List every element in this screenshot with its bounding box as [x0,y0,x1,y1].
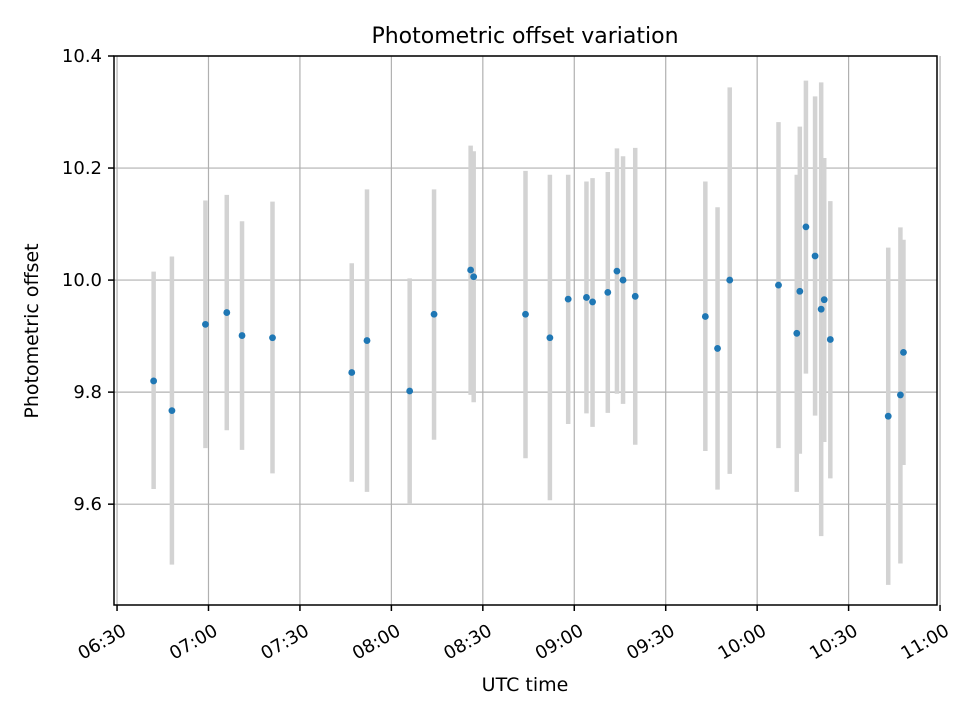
data-point [406,387,414,395]
y-tick-label: 10.2 [62,158,102,179]
y-axis-ticks: 9.6 9.8 10.0 10.2 10.4 [62,46,114,515]
data-point [583,294,590,301]
y-tick-label: 9.6 [73,494,102,515]
data-point [238,332,246,339]
data-point [522,310,529,318]
data-point [202,320,209,328]
data-point [546,334,554,342]
data-point [269,334,276,342]
x-tick-label: 07:00 [166,620,221,664]
plot-frame [113,55,938,606]
data-point [796,287,804,295]
data-point [223,309,231,316]
x-axis-label: UTC time [482,674,569,696]
x-tick-label: 11:00 [898,620,953,664]
data-point [701,313,709,320]
x-tick-label: 10:00 [715,620,770,664]
y-tick-label: 10.0 [62,270,102,291]
data-point [363,337,371,344]
data-point [604,289,612,296]
data-point [168,407,176,415]
chart-title: Photometric offset variation [371,24,678,49]
x-tick-label: 10:30 [806,620,861,664]
data-point [820,296,828,304]
data-point [726,276,734,284]
x-tick-label: 09:30 [623,620,678,664]
x-tick-label: 08:30 [440,620,495,664]
data-point [811,252,819,260]
x-tick-label: 07:30 [257,620,312,664]
data-point [150,377,158,385]
data-point [430,310,438,318]
x-axis-ticks: 06:30 07:00 07:30 08:00 08:30 09:00 09:30 10:00… [75,605,953,664]
data-point [631,292,639,300]
data-point [897,391,904,399]
data-point [900,348,907,356]
data-points [150,223,907,420]
data-point [470,273,478,281]
y-axis-label: Photometric offset [21,243,43,418]
y-tick-label: 9.8 [73,382,102,403]
data-point [619,276,627,284]
data-point [793,329,801,337]
data-point [826,336,834,343]
data-point [589,298,596,306]
error-bars [151,80,906,585]
x-tick-label: 08:00 [349,620,404,664]
data-point [348,369,356,376]
x-tick-label: 06:30 [75,620,130,664]
data-point [564,295,572,303]
data-point [817,305,825,313]
x-tick-label: 09:00 [532,620,587,664]
data-point [714,345,721,352]
data-point [467,266,475,274]
data-point [802,223,810,231]
data-point [613,267,621,275]
y-tick-label: 10.4 [62,46,102,67]
data-point [775,281,782,289]
data-point [884,412,892,420]
